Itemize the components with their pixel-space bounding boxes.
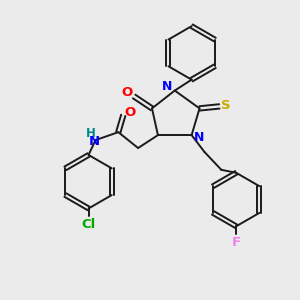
Text: O: O (122, 86, 133, 99)
Text: O: O (124, 106, 136, 119)
Text: N: N (89, 135, 100, 148)
Text: H: H (85, 127, 95, 140)
Text: F: F (232, 236, 241, 249)
Text: N: N (162, 80, 172, 93)
Text: S: S (221, 99, 231, 112)
Text: Cl: Cl (81, 218, 96, 231)
Text: N: N (194, 130, 205, 144)
